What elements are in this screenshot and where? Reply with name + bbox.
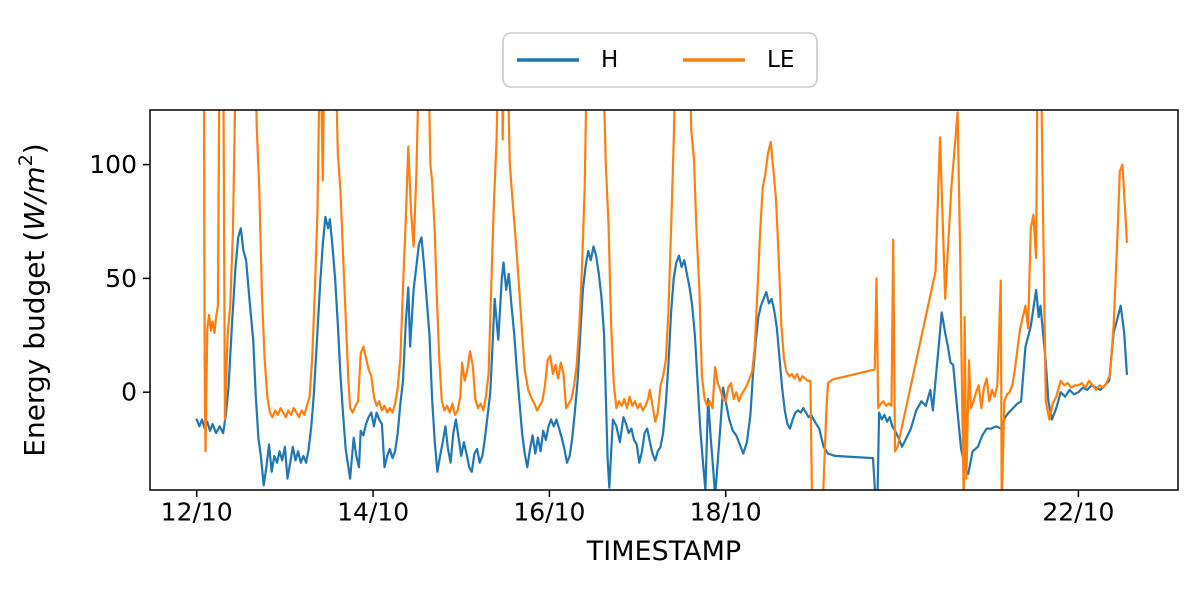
y-axis-label-superscript: 2 [15, 154, 37, 166]
y-axis-ticks: 0 50 100 [89, 150, 150, 407]
y-axis-label-math: W/m [18, 166, 51, 230]
y-tick-label: 0 [121, 378, 137, 407]
series-line-H [195, 215, 1128, 490]
y-axis-label-prefix: Energy budget ( [18, 231, 51, 457]
y-tick-label: 100 [89, 150, 137, 179]
x-axis-ticks: 12/10 14/10 16/10 18/10 22/10 [161, 490, 1114, 526]
legend-label-LE: LE [767, 47, 794, 73]
x-tick-label: 12/10 [161, 497, 233, 526]
legend-box [502, 32, 818, 88]
legend-label-H: H [601, 47, 618, 73]
y-axis-label-suffix: ) [18, 143, 51, 154]
series-line-LE [202, 110, 1128, 490]
x-tick-label: 16/10 [513, 497, 585, 526]
x-tick-label: 14/10 [337, 497, 409, 526]
x-axis-label: TIMESTAMP [586, 536, 741, 567]
y-tick-label: 50 [105, 264, 137, 293]
axes-border [149, 109, 1179, 491]
x-tick-label: 22/10 [1042, 497, 1114, 526]
x-tick-label: 18/10 [690, 497, 762, 526]
y-axis-label: Energy budget (W/m2) [15, 143, 51, 456]
series-lines [195, 110, 1128, 490]
legend: H LE [502, 32, 818, 88]
